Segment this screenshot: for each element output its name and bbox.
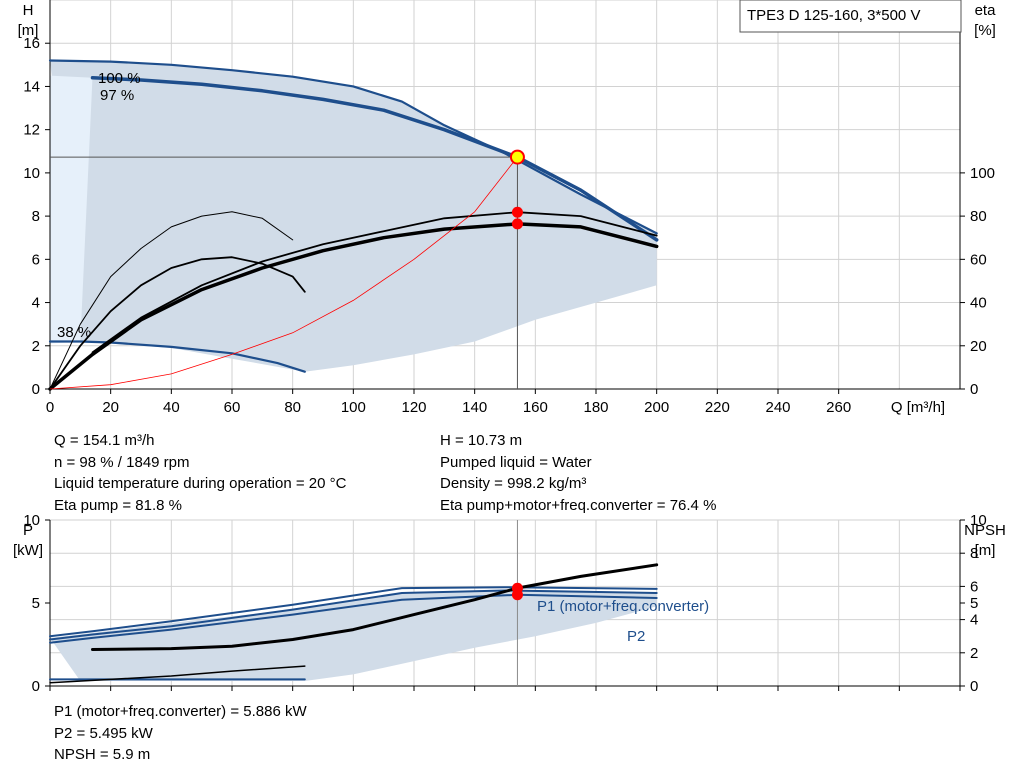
op-duty-point bbox=[509, 149, 525, 165]
upper-y-tick-label: 4 bbox=[32, 295, 40, 312]
readout-speed: n = 98 % / 1849 rpm bbox=[54, 453, 190, 471]
lower-ylabel-name: P bbox=[23, 522, 33, 539]
upper-series-eta-6 bbox=[48, 222, 659, 391]
upper-y-tick-label: 16 bbox=[23, 35, 40, 52]
upper-y2-tick-label: 20 bbox=[970, 338, 987, 355]
lower-y2-tick-label: 4 bbox=[970, 612, 978, 629]
lower-readout: P1 (motor+freq.converter) = 5.886 kW P2 … bbox=[54, 701, 307, 766]
lower-y2-tick-label: 0 bbox=[970, 678, 978, 695]
series-label-p1: P1 (motor+freq.converter) bbox=[537, 598, 709, 615]
upper-y2-tick-label: 40 bbox=[970, 295, 987, 312]
upper-x-tick-label: 80 bbox=[284, 399, 301, 416]
upper-series-H-2 bbox=[48, 340, 306, 373]
upper-y2-tick-label: 60 bbox=[970, 251, 987, 268]
curve-label-38: 38 % bbox=[57, 324, 91, 341]
lower-series-P-0 bbox=[49, 586, 658, 638]
upper-ylabel-name: H bbox=[23, 2, 34, 19]
upper-xlabel: Q [m³/h] bbox=[891, 399, 945, 416]
readout-q: Q = 154.1 m³/h bbox=[54, 432, 155, 449]
curve-label-100: 100 % bbox=[98, 70, 141, 87]
legend-box bbox=[739, 0, 962, 33]
upper-x-tick-label: 220 bbox=[705, 399, 730, 416]
readout-liquid-temp: Liquid temperature during operation = 20… bbox=[54, 475, 347, 492]
upper-series-H-0 bbox=[48, 59, 658, 235]
upper-operating-region bbox=[50, 60, 657, 372]
upper-x-tick-label: 140 bbox=[462, 399, 487, 416]
op-eta-point-0 bbox=[511, 206, 523, 218]
lower-series-P-4 bbox=[49, 665, 306, 684]
legend-box-text: TPE3 D 125-160, 3*500 V bbox=[747, 7, 920, 24]
upper-x-tick-label: 120 bbox=[401, 399, 426, 416]
lower-operating-region bbox=[50, 589, 657, 681]
upper-series-H-1 bbox=[90, 76, 659, 242]
upper-x-tick-label: 180 bbox=[583, 399, 608, 416]
upper-x-tick-label: 240 bbox=[765, 399, 790, 416]
upper-series-H-7 bbox=[49, 156, 518, 390]
lower-series-NPSH-5 bbox=[91, 563, 659, 651]
upper-y-tick-label: 0 bbox=[32, 381, 40, 398]
op-eta-point-1 bbox=[511, 218, 523, 230]
upper-y2label-unit: [%] bbox=[974, 22, 996, 39]
upper-operating-region-left bbox=[50, 75, 93, 344]
lower-y-tick-label: 0 bbox=[32, 678, 40, 695]
readout-eta-total: Eta pump+motor+freq.converter = 76.4 % bbox=[440, 496, 717, 514]
upper-x-tick-label: 0 bbox=[46, 399, 54, 416]
readout-p1: P1 (motor+freq.converter) = 5.886 kW bbox=[54, 703, 307, 720]
upper-x-tick-label: 60 bbox=[224, 399, 241, 416]
lower-y2label-name: NPSH bbox=[964, 522, 1006, 539]
upper-y-tick-label: 8 bbox=[32, 208, 40, 225]
lower-y-tick-label: 10 bbox=[23, 512, 40, 529]
upper-y2-tick-label: 100 bbox=[970, 165, 995, 182]
readout-npsh: NPSH = 5.9 m bbox=[54, 746, 151, 763]
upper-x-tick-label: 100 bbox=[341, 399, 366, 416]
upper-ylabel-unit: [m] bbox=[18, 22, 39, 39]
upper-y-tick-label: 12 bbox=[23, 122, 40, 139]
upper-x-tick-label: 160 bbox=[523, 399, 548, 416]
lower-y-tick-label: 5 bbox=[32, 595, 40, 612]
lower-y2-tick-label: 10 bbox=[970, 512, 987, 529]
upper-y2-tick-label: 80 bbox=[970, 208, 987, 225]
lower-ylabel-unit: [kW] bbox=[13, 542, 43, 559]
upper-x-tick-label: 200 bbox=[644, 399, 669, 416]
upper-y-tick-label: 10 bbox=[23, 165, 40, 182]
upper-y-tick-label: 14 bbox=[23, 78, 40, 95]
lower-y2-tick-label: 8 bbox=[970, 545, 978, 562]
lower-y2-tick-label: 2 bbox=[970, 645, 978, 662]
upper-series-eta-3 bbox=[49, 211, 294, 390]
upper-readout-left: Q = 154.1 m³/h n = 98 % / 1849 rpm Liqui… bbox=[54, 430, 346, 516]
upper-y-tick-label: 2 bbox=[32, 338, 40, 355]
upper-x-tick-label: 20 bbox=[102, 399, 119, 416]
upper-readout-right: H = 10.73 m Pumped liquid = Water Densit… bbox=[440, 430, 716, 516]
readout-pumped-liquid: Pumped liquid = Water bbox=[440, 453, 592, 471]
lower-y2label-unit: [m] bbox=[975, 542, 996, 559]
readout-h: H = 10.73 m bbox=[440, 432, 523, 449]
upper-series-eta-4 bbox=[49, 256, 306, 390]
upper-y2-tick-label: 0 bbox=[970, 381, 978, 398]
upper-y-tick-label: 6 bbox=[32, 251, 40, 268]
upper-series-eta-5 bbox=[91, 211, 658, 354]
upper-y2label-name: eta bbox=[975, 2, 997, 19]
upper-x-tick-label: 260 bbox=[826, 399, 851, 416]
readout-p2: P2 = 5.495 kW bbox=[54, 724, 153, 742]
lower-op-point-1 bbox=[511, 589, 523, 601]
readout-density: Density = 998.2 kg/m³ bbox=[440, 475, 587, 492]
curve-label-97: 97 % bbox=[100, 87, 134, 104]
series-label-p2: P2 bbox=[627, 628, 645, 645]
readout-eta-pump: Eta pump = 81.8 % bbox=[54, 496, 182, 514]
upper-x-tick-label: 40 bbox=[163, 399, 180, 416]
lower-y2-tick-label: 6 bbox=[970, 578, 978, 595]
lower-y2-tick-label: 5 bbox=[970, 595, 978, 612]
